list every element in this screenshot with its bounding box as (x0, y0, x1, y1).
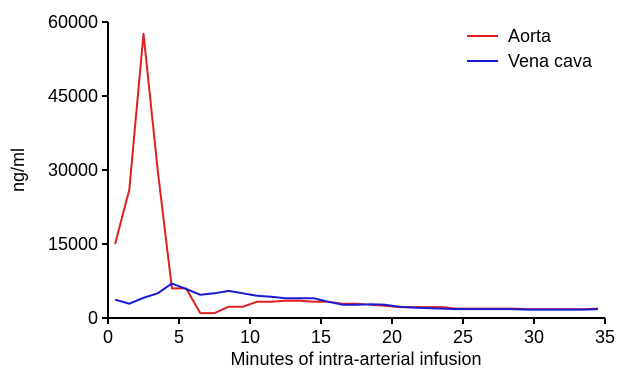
x-axis-title: Minutes of intra-arterial infusion (230, 349, 481, 369)
y-tick-label: 15000 (48, 234, 98, 254)
x-tick-label: 25 (453, 327, 473, 347)
y-axis-ticks: 0 15000 30000 45000 60000 (48, 12, 108, 328)
series-layer (114, 32, 598, 315)
x-tick-label: 0 (103, 327, 113, 347)
y-tick-label: 30000 (48, 160, 98, 180)
x-axis-ticks: 0 5 10 15 20 25 30 35 (103, 318, 615, 347)
series-line-vena-cava (114, 282, 598, 311)
series-line-aorta (114, 32, 598, 315)
y-axis-title: ng/ml (8, 148, 28, 192)
legend-label-aorta: Aorta (508, 26, 552, 46)
x-tick-label: 10 (240, 327, 260, 347)
legend-label-vena-cava: Vena cava (508, 51, 593, 71)
y-tick-label: 45000 (48, 86, 98, 106)
x-tick-label: 20 (382, 327, 402, 347)
x-tick-label: 15 (311, 327, 331, 347)
y-tick-label: 0 (88, 308, 98, 328)
x-tick-label: 35 (595, 327, 615, 347)
x-tick-label: 30 (524, 327, 544, 347)
legend: Aorta Vena cava (467, 26, 593, 71)
y-tick-label: 60000 (48, 12, 98, 32)
x-tick-label: 5 (174, 327, 184, 347)
